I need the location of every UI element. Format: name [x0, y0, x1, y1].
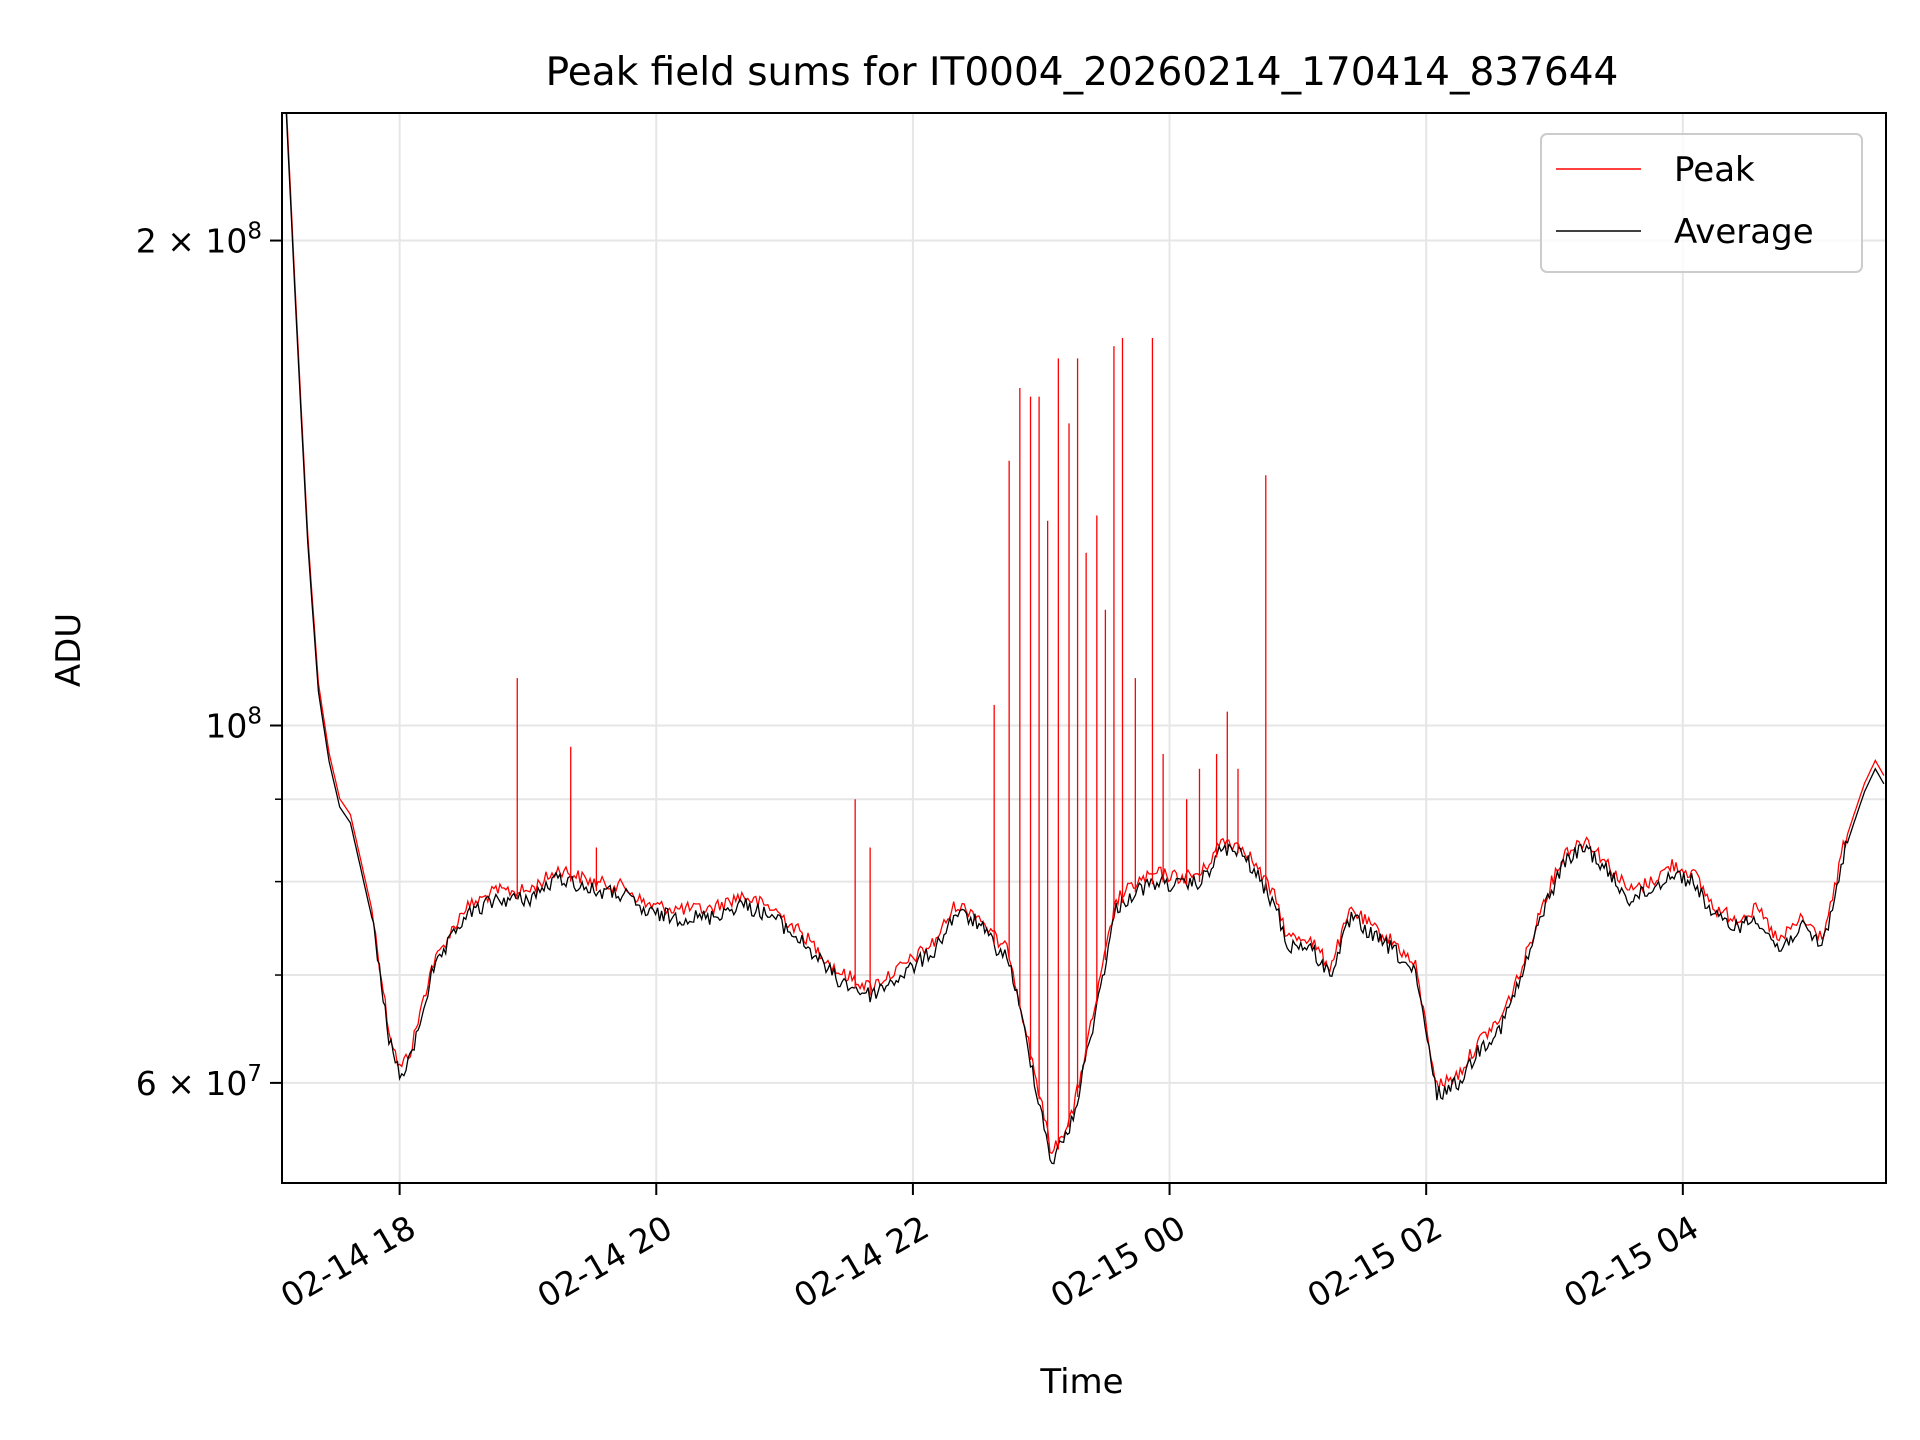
x-axis-label: Time: [1039, 1362, 1123, 1402]
chart-title: Peak field sums for IT0004_20260214_1704…: [546, 50, 1619, 95]
y-tick-label: 6 × 107: [136, 1061, 262, 1103]
series-line-peak: [286, 113, 1885, 1155]
y-tick-label: 108: [205, 703, 262, 745]
series-line-average: [285, 113, 1885, 1165]
legend-label-average: Average: [1674, 212, 1814, 252]
y-axis-label: ADU: [49, 613, 89, 687]
series-group: [285, 113, 1885, 1165]
plot-frame: [281, 112, 1887, 1184]
legend: Peak Average: [1540, 133, 1863, 273]
legend-label-peak: Peak: [1674, 150, 1755, 190]
series-layer: [285, 113, 1885, 1165]
y-tick-label: 2 × 108: [136, 219, 262, 261]
